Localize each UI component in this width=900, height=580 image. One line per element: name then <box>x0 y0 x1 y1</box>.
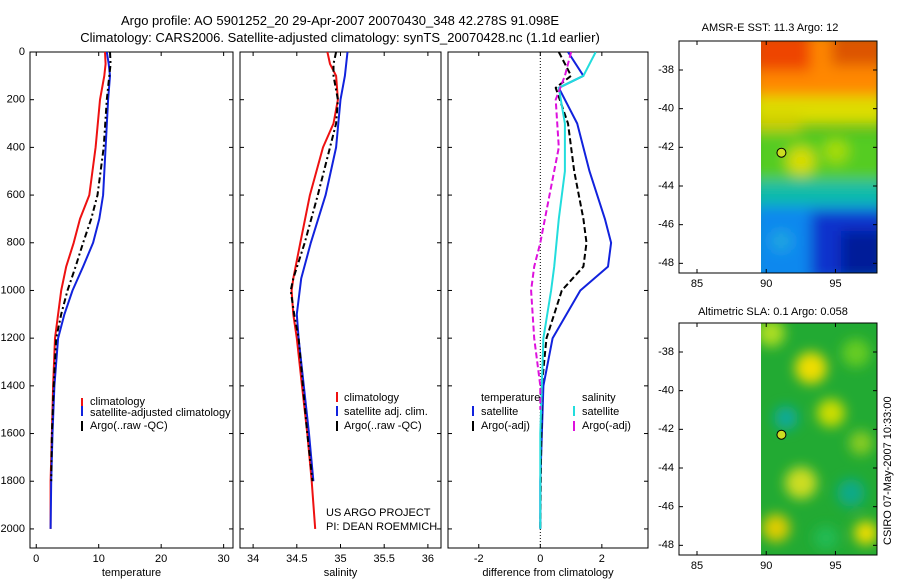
x-tick-label: 10 <box>93 553 105 565</box>
x-tick-label: 30 <box>218 553 230 565</box>
y-tick-label: 400 <box>7 141 25 153</box>
credit-project: US ARGO PROJECT <box>326 507 431 519</box>
x-tick-label: 0 <box>537 553 543 565</box>
series-satellite-adj-clim- <box>295 52 349 482</box>
legend-label-argo: Argo(..raw -QC) <box>344 420 422 432</box>
x-tick-label: 90 <box>760 560 772 572</box>
x-tick-label: 35.5 <box>373 553 394 565</box>
series-group <box>49 52 112 529</box>
x-axis-label: difference from climatology <box>482 567 614 579</box>
legend-group-temperature: temperature <box>481 392 540 404</box>
y-tick-label: -48 <box>658 539 674 551</box>
y-tick-label: -38 <box>658 64 674 76</box>
y-tick-label: -42 <box>658 141 674 153</box>
y-tick-label: 1400 <box>1 380 25 392</box>
series-salinity-argo-adj- <box>530 52 573 410</box>
y-tick-label: 200 <box>7 94 25 106</box>
sla-field <box>761 323 877 555</box>
sst-map <box>761 41 877 273</box>
sla-map <box>761 323 877 555</box>
series-argo-raw-qc- <box>50 52 112 482</box>
x-tick-label: 35 <box>334 553 346 565</box>
legend-label-temp-satellite: satellite <box>481 406 518 418</box>
side-timestamp: CSIRO 07-May-2007 10:33:00 <box>882 396 894 545</box>
map-frame <box>678 40 878 274</box>
y-tick-label: 600 <box>7 189 25 201</box>
x-tick-label: 20 <box>155 553 167 565</box>
x-tick-label: -2 <box>474 553 484 565</box>
series-temperature-argo-adj- <box>539 52 588 529</box>
series-group <box>289 52 349 529</box>
y-tick-label: -46 <box>658 501 674 513</box>
x-tick-label: 90 <box>760 278 772 290</box>
y-tick-label: -44 <box>658 462 674 474</box>
temperature-panel: 0 10 20 30 0 200 400 600 800 1000 1200 1400 1600 1800… <box>1 46 234 579</box>
y-tick-label: 0 <box>19 46 25 58</box>
x-tick-label: 85 <box>691 560 703 572</box>
sla-map-title: Altimetric SLA: 0.1 Argo: 0.058 <box>698 306 848 318</box>
x-axis-label: temperature <box>102 567 161 579</box>
plot-frame <box>239 51 442 549</box>
credit-pi: PI: DEAN ROEMMICH <box>326 521 437 533</box>
legend-label-argo: Argo(..raw -QC) <box>90 420 168 432</box>
x-tick-label: 95 <box>829 278 841 290</box>
figure-title-line1: Argo profile: AO 5901252_20 29-Apr-2007 … <box>120 13 560 28</box>
x-tick-label: 0 <box>33 553 39 565</box>
argo-location-marker <box>776 429 787 440</box>
series-argo-raw-qc- <box>289 52 339 482</box>
y-tick-label: -40 <box>658 385 674 397</box>
difference-legend: temperature satellite Argo(-adj) salinit… <box>472 392 631 432</box>
legend-label-satellite: satellite adj. clim. <box>344 406 428 418</box>
salinity-legend: climatology satellite adj. clim. Argo(..… <box>336 392 428 432</box>
y-tick-label: -38 <box>658 346 674 358</box>
sst-field <box>761 41 877 273</box>
x-tick-label: 85 <box>691 278 703 290</box>
plot-frame <box>29 51 234 549</box>
legend-label-climatology: climatology <box>344 392 400 404</box>
x-axis-label: salinity <box>324 567 358 579</box>
difference-panel: -2 0 2 difference from climatology <box>447 51 649 579</box>
y-tick-label: 2000 <box>1 523 25 535</box>
x-tick-label: 2 <box>599 553 605 565</box>
legend-label-climatology: climatology <box>90 396 146 408</box>
y-tick-label: -40 <box>658 103 674 115</box>
plot-frame <box>447 51 649 549</box>
y-tick-label: 1200 <box>1 332 25 344</box>
series-group <box>530 52 613 529</box>
temperature-legend: climatology satellite-adjusted climatolo… <box>81 396 231 432</box>
argo-location-marker <box>776 147 787 158</box>
x-tick-label: 95 <box>829 560 841 572</box>
y-tick-label: 1800 <box>1 475 25 487</box>
figure-title-line2: Climatology: CARS2006. Satellite-adjuste… <box>80 30 600 45</box>
y-tick-label: -44 <box>658 180 674 192</box>
x-tick-label: 34 <box>247 553 259 565</box>
legend-label-sal-argo: Argo(-adj) <box>582 420 631 432</box>
sst-map-title: AMSR-E SST: 11.3 Argo: 12 <box>702 22 839 34</box>
legend-group-salinity: salinity <box>582 392 616 404</box>
y-tick-label: 800 <box>7 237 25 249</box>
y-tick-label: 1000 <box>1 284 25 296</box>
legend-label-sal-satellite: satellite <box>582 406 619 418</box>
legend-label-satellite: satellite-adjusted climatology <box>90 407 231 419</box>
y-tick-label: 1600 <box>1 427 25 439</box>
salinity-panel: 34 34.5 35 35.5 36 salinity <box>239 51 442 579</box>
series-salinity-satellite <box>539 52 597 529</box>
legend-label-temp-argo: Argo(-adj) <box>481 420 530 432</box>
x-tick-label: 34.5 <box>286 553 307 565</box>
map-frame <box>678 322 878 556</box>
x-tick-label: 36 <box>422 553 434 565</box>
y-tick-label: -48 <box>658 257 674 269</box>
y-tick-label: -46 <box>658 219 674 231</box>
y-tick-label: -42 <box>658 423 674 435</box>
